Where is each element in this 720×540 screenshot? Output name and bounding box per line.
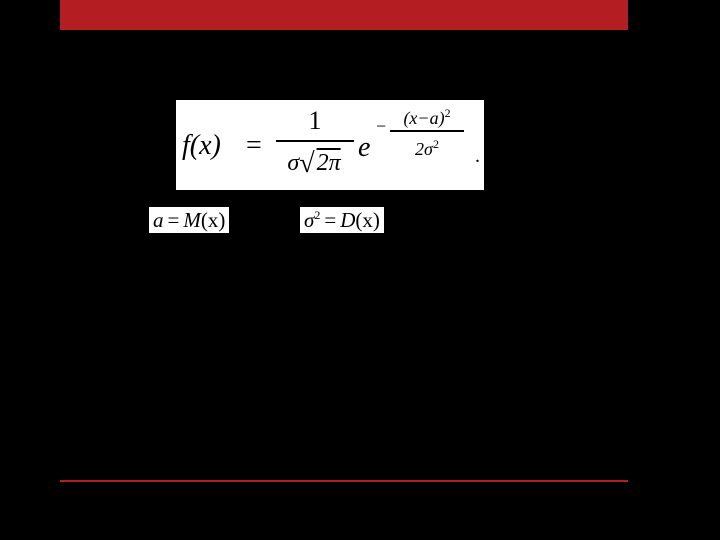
fraction-bar <box>276 140 354 142</box>
mean-lhs: a <box>153 208 164 232</box>
variance-func: D <box>340 208 355 232</box>
mean-definition: a=M(x) <box>149 207 229 233</box>
equals-sign: = <box>246 130 262 162</box>
variance-definition: σ2=D(x) <box>300 207 384 233</box>
equals-sign: = <box>164 208 184 232</box>
coefficient-fraction: 1 σ√2π <box>276 104 354 184</box>
pdf-formula: f(x) = 1 σ√2π e − (x−a)2 2σ2 . <box>176 100 484 190</box>
exponent-fraction: (x−a)2 2σ2 <box>388 102 466 159</box>
fraction-denominator: σ√2π <box>276 146 354 179</box>
formula-lhs: f(x) <box>182 130 221 162</box>
exponent-minus: − <box>376 116 386 137</box>
sigma-symbol: σ <box>287 150 299 176</box>
fraction-numerator: 1 <box>276 104 354 138</box>
mean-arg: (x) <box>201 208 226 232</box>
variance-sigma: σ <box>304 208 314 232</box>
formula-end-dot: . <box>475 145 480 168</box>
exponent-fraction-bar <box>390 130 464 132</box>
exponent-numerator: (x−a)2 <box>388 102 466 129</box>
mean-func: M <box>183 208 201 232</box>
euler-e: e <box>358 132 370 164</box>
variance-arg: (x) <box>355 208 380 232</box>
exponent: − (x−a)2 2σ2 <box>376 102 470 158</box>
equals-sign: = <box>320 208 340 232</box>
sqrt-arg: 2π <box>315 150 343 176</box>
sqrt-sign: √ <box>299 148 314 179</box>
slide: f(x) = 1 σ√2π e − (x−a)2 2σ2 . a=M <box>0 0 720 540</box>
footer-accent-rule <box>60 480 628 482</box>
exponent-denominator: 2σ2 <box>388 134 466 159</box>
title-accent-bar <box>60 0 628 30</box>
